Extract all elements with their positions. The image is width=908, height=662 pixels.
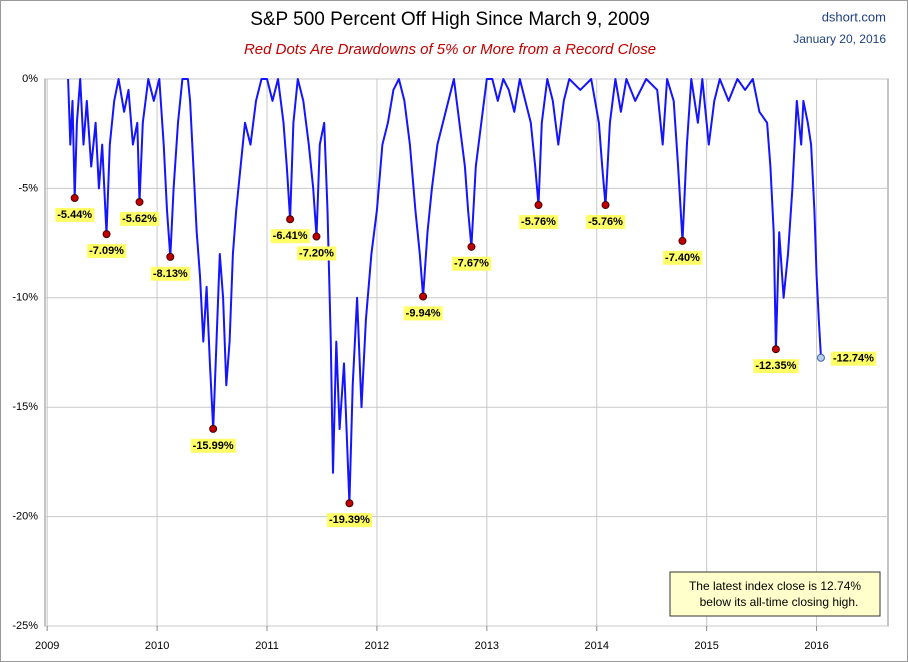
data-label: -7.40% <box>665 252 700 264</box>
data-label: -19.39% <box>329 514 370 526</box>
drawdown-dot <box>286 215 295 224</box>
data-label-group: -7.09% <box>87 244 127 259</box>
drawdown-dot <box>312 232 321 241</box>
drawdown-dot <box>534 201 543 210</box>
x-tick-label: 2011 <box>255 640 279 652</box>
drawdown-dot <box>166 252 175 261</box>
data-label: -12.74% <box>833 353 874 365</box>
x-tick-label: 2014 <box>584 640 608 652</box>
data-label: -6.41% <box>273 230 308 242</box>
data-label-bg <box>753 359 799 374</box>
y-tick-label: -20% <box>12 511 38 523</box>
y-tick-label: -15% <box>12 401 38 413</box>
data-label-bg <box>270 229 310 244</box>
data-label-bg <box>403 306 443 321</box>
data-label: -9.94% <box>406 307 441 319</box>
y-tick-label: -10% <box>12 292 38 304</box>
annotation-text: The latest index close is 12.74% <box>689 579 861 593</box>
date: January 20, 2016 <box>793 32 886 46</box>
data-label-bg <box>519 214 559 229</box>
drawdown-dot <box>678 236 687 245</box>
drawdown-dot <box>102 230 111 239</box>
data-label-group: -7.67% <box>452 256 492 271</box>
data-label-bg <box>830 351 877 366</box>
data-label-bg <box>297 246 337 261</box>
data-label-bg <box>326 513 373 528</box>
data-label-group: -7.40% <box>663 250 703 265</box>
y-tick-label: -5% <box>18 182 38 194</box>
drawdown-dot <box>345 499 354 508</box>
x-tick-label: 2009 <box>35 640 59 652</box>
data-label-group: -9.94% <box>403 306 443 321</box>
data-label: -5.76% <box>588 216 623 228</box>
data-label: -5.44% <box>57 209 92 221</box>
x-tick-label: 2012 <box>365 640 389 652</box>
data-label-group: -6.41% <box>270 229 310 244</box>
data-label-bg <box>150 266 190 281</box>
data-label-bg <box>190 438 236 453</box>
annotation-box <box>669 571 881 617</box>
data-label-group: -12.35% <box>753 359 799 374</box>
data-label-group: -5.44% <box>55 207 95 222</box>
data-label: -5.76% <box>521 216 556 228</box>
data-label-group: -8.13% <box>150 266 190 281</box>
drawdown-dot <box>601 201 610 210</box>
data-label-group: -15.99% <box>190 438 236 453</box>
x-tick-label: 2016 <box>804 640 828 652</box>
data-label-bg <box>452 256 492 271</box>
data-label-bg <box>87 244 127 259</box>
chart-subtitle: Red Dots Are Drawdowns of 5% or More fro… <box>244 41 656 58</box>
chart-title: S&P 500 Percent Off High Since March 9, … <box>250 9 650 30</box>
drawdown-dot <box>135 197 144 206</box>
data-label: -15.99% <box>193 440 234 452</box>
data-label-bg <box>55 207 95 222</box>
data-label: -7.67% <box>454 258 489 270</box>
data-label: -7.09% <box>89 245 124 257</box>
plot-area <box>44 78 889 627</box>
data-label: -5.62% <box>122 213 157 225</box>
drawdown-dot <box>771 345 780 354</box>
data-label-group: -12.74% <box>830 351 877 366</box>
latest-dot <box>816 353 825 362</box>
data-label-bg <box>120 211 160 226</box>
data-label-group: -5.76% <box>586 214 626 229</box>
x-tick-label: 2015 <box>694 640 718 652</box>
drawdown-dot <box>467 242 476 251</box>
drawdown-dot <box>209 424 218 433</box>
data-label-group: -5.76% <box>519 214 559 229</box>
drawdown-dot <box>70 194 79 203</box>
data-label-group: -7.20% <box>297 246 337 261</box>
data-label: -12.35% <box>755 360 796 372</box>
drawdown-dot <box>419 292 428 301</box>
source: dshort.com <box>822 9 886 24</box>
x-tick-label: 2010 <box>145 640 169 652</box>
data-label-bg <box>586 214 626 229</box>
y-tick-label: 0% <box>22 73 38 85</box>
data-label-group: -5.62% <box>120 211 160 226</box>
data-label-bg <box>663 250 703 265</box>
data-label: -8.13% <box>153 268 188 280</box>
y-tick-label: -25% <box>12 620 38 632</box>
annotation-text: below its all-time closing high. <box>700 595 859 609</box>
x-tick-label: 2013 <box>475 640 499 652</box>
data-label: -7.20% <box>299 247 334 259</box>
data-label-group: -19.39% <box>326 513 373 528</box>
